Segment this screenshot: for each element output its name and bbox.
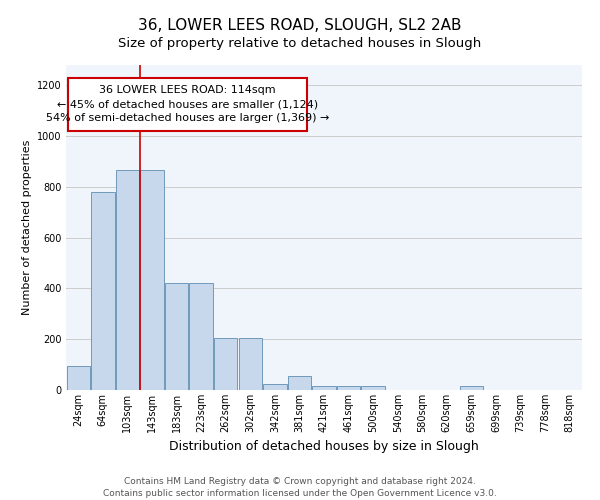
Y-axis label: Number of detached properties: Number of detached properties bbox=[22, 140, 32, 315]
X-axis label: Distribution of detached houses by size in Slough: Distribution of detached houses by size … bbox=[169, 440, 479, 454]
Text: Contains HM Land Registry data © Crown copyright and database right 2024.
Contai: Contains HM Land Registry data © Crown c… bbox=[103, 476, 497, 498]
Bar bbox=[460, 386, 483, 390]
Bar bbox=[165, 284, 188, 390]
Text: 36, LOWER LEES ROAD, SLOUGH, SL2 2AB: 36, LOWER LEES ROAD, SLOUGH, SL2 2AB bbox=[138, 18, 462, 32]
Bar bbox=[91, 192, 115, 390]
Bar bbox=[239, 338, 262, 390]
Text: Size of property relative to detached houses in Slough: Size of property relative to detached ho… bbox=[118, 38, 482, 51]
Bar bbox=[361, 386, 385, 390]
Bar bbox=[288, 376, 311, 390]
Bar bbox=[190, 284, 213, 390]
Bar bbox=[337, 386, 360, 390]
Text: 36 LOWER LEES ROAD: 114sqm
← 45% of detached houses are smaller (1,124)
54% of s: 36 LOWER LEES ROAD: 114sqm ← 45% of deta… bbox=[46, 86, 329, 124]
Bar bbox=[68, 78, 307, 131]
Bar bbox=[116, 170, 139, 390]
Bar bbox=[140, 170, 164, 390]
Bar bbox=[67, 366, 90, 390]
Bar bbox=[214, 338, 238, 390]
Bar bbox=[263, 384, 287, 390]
Bar bbox=[313, 386, 335, 390]
